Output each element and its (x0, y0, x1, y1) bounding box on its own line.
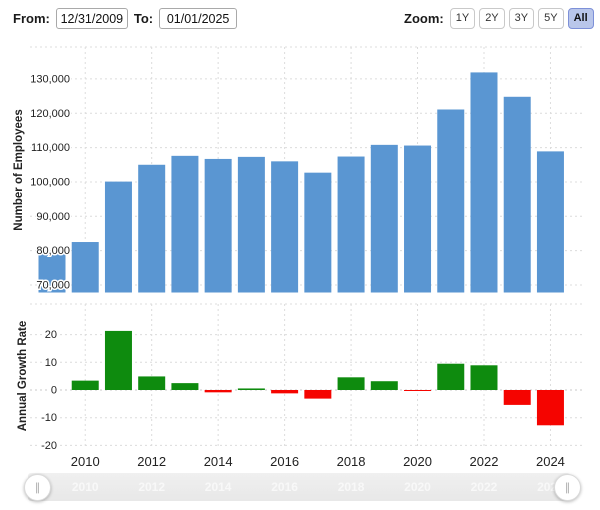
growth-ytick-label: 0 (51, 385, 57, 397)
growth-bar-2014[interactable] (204, 390, 232, 393)
employees-and-growth-charts: 70,000 80,000 90,000 100,000 110,000 120,000 1… (12, 46, 585, 469)
to-date-input[interactable] (159, 8, 238, 29)
growth-bar-2018[interactable] (337, 377, 365, 390)
range-slider-selection (28, 473, 570, 501)
employees-bar-2020[interactable] (404, 145, 432, 293)
growth-chart: 20 10 0 -10 -20 Annual Growth Rate (16, 303, 585, 453)
employees-ytick-label: 80,000 (36, 245, 70, 257)
x-axis-label: 2024 (536, 454, 565, 469)
employees-bar-2024[interactable] (536, 151, 564, 293)
employees-bar-2012[interactable] (138, 164, 166, 293)
zoom-label: Zoom: (404, 11, 444, 26)
employees-bar-2011[interactable] (104, 181, 132, 293)
employees-bar-2022[interactable] (470, 72, 498, 293)
x-axis-label: 2016 (270, 454, 299, 469)
zoom-5y-button[interactable]: 5Y (538, 8, 564, 29)
employees-bar-2009[interactable] (38, 251, 66, 293)
growth-axis-title: Annual Growth Rate (17, 321, 29, 432)
x-axis-label: 2020 (403, 454, 432, 469)
employees-bar-2019[interactable] (370, 144, 398, 293)
employees-bar-2017[interactable] (304, 172, 332, 293)
employees-ytick-label: 90,000 (36, 211, 70, 223)
employees-bar-2014[interactable] (204, 158, 232, 293)
to-label: To: (133, 11, 154, 26)
employees-bar-2013[interactable] (171, 155, 199, 293)
grip-icon: ∥ (564, 482, 571, 494)
employees-axis-title: Number of Employees (13, 109, 25, 230)
employees-ytick-label: 70,000 (36, 279, 70, 291)
growth-bar-2023[interactable] (503, 390, 531, 405)
employees-ytick-label: 100,000 (30, 176, 70, 188)
growth-bar-2015[interactable] (237, 388, 265, 390)
employees-ytick-label: 110,000 (31, 142, 70, 154)
zoom-3y-button[interactable]: 3Y (508, 8, 535, 29)
zoom-2y-button[interactable]: 2Y (479, 8, 505, 29)
x-axis-label: 2010 (71, 454, 100, 469)
slider-handle-right[interactable]: ∥ (554, 474, 581, 501)
growth-ytick-label: 20 (45, 329, 57, 341)
growth-bar-2013[interactable] (171, 383, 199, 390)
date-range-controls: From: To: (13, 8, 238, 29)
slider-track-label: 2014 (204, 480, 232, 494)
employees-bar-2016[interactable] (271, 161, 299, 293)
zoom-1y-button[interactable]: 1Y (449, 8, 476, 29)
x-axis-label: 2018 (337, 454, 366, 469)
growth-bar-2019[interactable] (370, 381, 398, 390)
slider-track-label: 2018 (337, 480, 365, 494)
employees-bar-2023[interactable] (503, 96, 531, 293)
slider-track-label: 2012 (138, 480, 166, 494)
employees-bar-2018[interactable] (337, 156, 365, 293)
slider-track-label: 2010 (71, 480, 99, 494)
x-axis-label: 2022 (470, 454, 499, 469)
slider-handle-left[interactable]: ∥ (24, 474, 51, 501)
growth-ytick-label: -20 (41, 440, 57, 452)
zoom-controls: Zoom: 1Y 2Y 3Y 5Y All (404, 8, 594, 29)
growth-bar-2010[interactable] (71, 380, 99, 390)
growth-bar-2024[interactable] (536, 390, 564, 426)
range-slider-track[interactable]: 2010 2012 2014 2016 2018 2020 2022 2024 (28, 473, 570, 501)
grip-icon: ∥ (34, 482, 41, 494)
x-axis-label: 2012 (137, 454, 166, 469)
slider-track-label: 2022 (470, 480, 498, 494)
employees-ytick-label: 130,000 (30, 73, 70, 85)
growth-bar-2011[interactable] (104, 330, 132, 390)
growth-ytick-label: -10 (41, 412, 57, 424)
growth-bar-2022[interactable] (470, 365, 498, 390)
growth-bar-2021[interactable] (437, 363, 465, 390)
employees-bar-2010[interactable] (71, 242, 99, 293)
zoom-all-button[interactable]: All (567, 8, 594, 29)
growth-bar-2012[interactable] (138, 376, 166, 390)
x-axis-label: 2014 (204, 454, 233, 469)
employees-bar-2015[interactable] (237, 156, 265, 293)
from-label: From: (13, 11, 50, 26)
employees-bar-2021[interactable] (437, 109, 465, 293)
slider-track-label: 2016 (271, 480, 298, 494)
slider-track-label: 2020 (404, 480, 431, 494)
growth-ytick-label: 10 (45, 357, 57, 369)
from-date-input[interactable] (55, 8, 128, 29)
growth-bar-2016[interactable] (271, 390, 299, 394)
employees-chart: 70,000 80,000 90,000 100,000 110,000 120,000 1… (12, 46, 585, 293)
growth-bar-2017[interactable] (304, 390, 332, 399)
growth-bar-2020[interactable] (404, 390, 432, 391)
employees-ytick-label: 120,000 (30, 108, 70, 120)
